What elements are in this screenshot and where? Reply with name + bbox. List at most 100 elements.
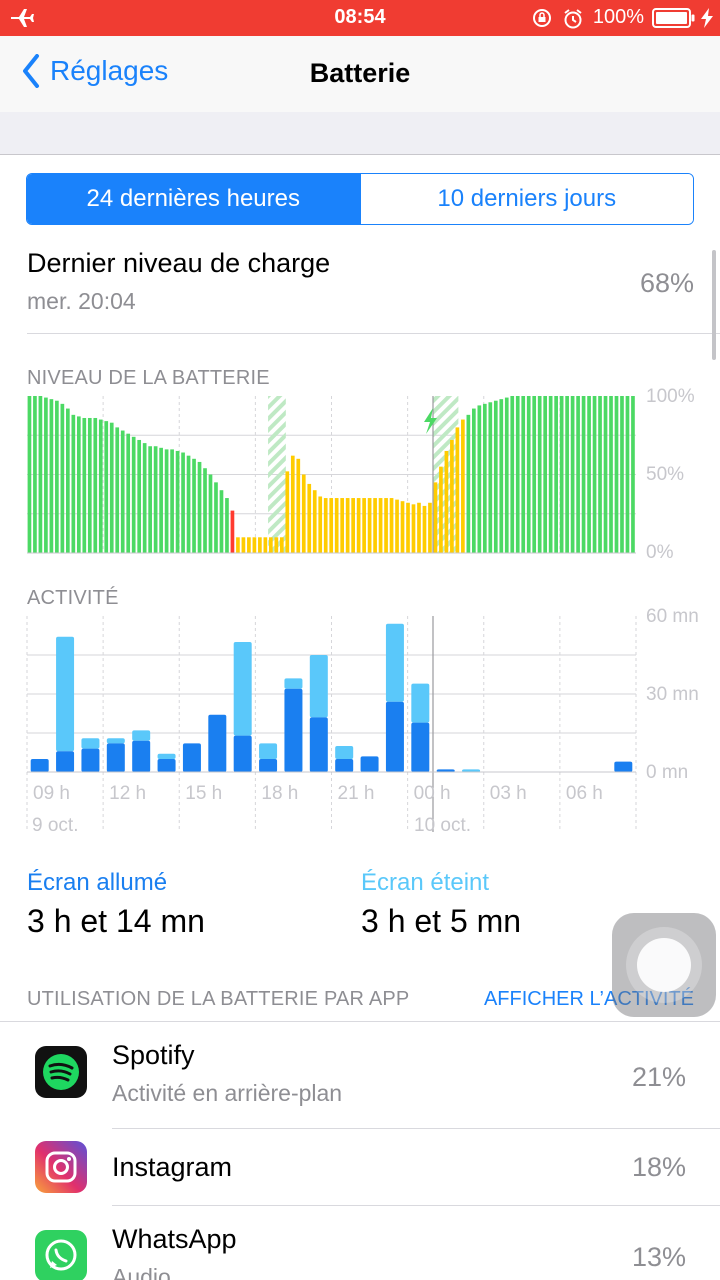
screen-on-value: 3 h et 14 mn bbox=[27, 903, 205, 939]
charging-bolt-icon bbox=[424, 408, 437, 434]
app-detail: Audio bbox=[112, 1264, 171, 1280]
charging-bolt-icon bbox=[701, 8, 713, 28]
battery-bar bbox=[131, 436, 136, 553]
battery-bar bbox=[395, 499, 399, 553]
activity-bar-screen-on bbox=[233, 735, 252, 772]
activity-bar-screen-off bbox=[309, 655, 328, 718]
activity-bar-screen-off bbox=[81, 738, 100, 749]
battery-bar bbox=[472, 408, 476, 553]
battery-bar bbox=[236, 537, 240, 553]
battery-bar bbox=[537, 396, 542, 553]
activity-xtick: 21 h bbox=[337, 783, 375, 804]
assistive-touch-button[interactable] bbox=[612, 913, 716, 1017]
battery-bar bbox=[87, 417, 92, 553]
activity-chart-title: ACTIVITÉ bbox=[27, 587, 119, 609]
app-percent: 13% bbox=[631, 1242, 686, 1272]
battery-bar bbox=[411, 504, 416, 553]
battery-bar bbox=[219, 490, 224, 553]
last-charge-date: mer. 20:04 bbox=[27, 288, 136, 314]
app-name: WhatsApp bbox=[112, 1224, 237, 1254]
battery-bar bbox=[477, 405, 482, 553]
airplane-icon bbox=[11, 9, 34, 27]
app-percent: 21% bbox=[631, 1062, 686, 1092]
battery-bar bbox=[439, 466, 443, 553]
period-segmented-control: 24 dernières heures 10 derniers jours bbox=[26, 173, 694, 225]
battery-bar bbox=[450, 439, 454, 553]
app-row-whatsapp[interactable]: WhatsApp Audio 13% bbox=[0, 1206, 720, 1280]
battery-bar bbox=[142, 443, 147, 553]
battery-bar bbox=[417, 502, 421, 553]
battery-bar bbox=[312, 490, 317, 553]
battery-bar bbox=[504, 397, 509, 553]
battery-bar bbox=[93, 417, 98, 553]
battery-bar bbox=[510, 396, 515, 553]
app-name: Spotify bbox=[112, 1040, 195, 1070]
battery-bar bbox=[49, 399, 54, 553]
battery-bar bbox=[554, 396, 558, 553]
battery-bar bbox=[433, 482, 438, 553]
battery-bar bbox=[455, 427, 460, 553]
battery-bar bbox=[285, 471, 290, 553]
battery-bar bbox=[318, 496, 323, 553]
battery-bar bbox=[120, 430, 125, 553]
activity-xtick: 12 h bbox=[109, 783, 147, 804]
battery-bar bbox=[532, 396, 537, 553]
page-title: Batterie bbox=[309, 58, 411, 88]
battery-bar bbox=[362, 498, 366, 553]
show-activity-button[interactable]: AFFICHER L’ACTIVITÉ bbox=[483, 988, 694, 1010]
battery-bar bbox=[334, 498, 339, 553]
app-name: Instagram bbox=[112, 1152, 233, 1182]
battery-bar bbox=[384, 498, 388, 553]
activity-bar-screen-on bbox=[106, 743, 125, 772]
app-row-instagram[interactable]: Instagram 18% bbox=[0, 1129, 720, 1205]
app-row-spotify[interactable]: Spotify Activité en arrière-plan 21% bbox=[0, 1022, 720, 1128]
app-detail: Activité en arrière-plan bbox=[112, 1080, 343, 1106]
battery-bar bbox=[614, 396, 619, 553]
battery-bar bbox=[279, 537, 284, 553]
segment-10-days[interactable]: 10 derniers jours bbox=[359, 174, 693, 224]
activity-xtick: 06 h bbox=[565, 783, 603, 804]
activity-bar-screen-on bbox=[259, 759, 278, 772]
battery-bar bbox=[444, 450, 449, 553]
battery-bar bbox=[329, 498, 334, 553]
segment-24-hours[interactable]: 24 dernières heures bbox=[27, 174, 360, 224]
section-spacer bbox=[0, 112, 720, 155]
battery-bar bbox=[400, 501, 405, 553]
battery-bar bbox=[76, 416, 81, 553]
scrollbar[interactable] bbox=[712, 250, 716, 360]
activity-ytick-30: 30 mn bbox=[646, 684, 699, 705]
battery-bar bbox=[170, 449, 174, 553]
battery-bar bbox=[620, 396, 624, 553]
orientation-lock-icon bbox=[533, 9, 551, 27]
battery-bar bbox=[104, 421, 109, 553]
battery-bar bbox=[252, 537, 257, 553]
battery-bar bbox=[488, 402, 493, 553]
battery-bar bbox=[581, 396, 586, 553]
battery-bar bbox=[367, 498, 372, 553]
battery-bar bbox=[66, 408, 70, 553]
activity-xtick: 09 h bbox=[33, 783, 70, 804]
activity-bar-screen-on bbox=[411, 722, 430, 772]
battery-ytick-100: 100% bbox=[646, 386, 695, 407]
battery-bar bbox=[197, 461, 202, 553]
activity-bar-screen-on bbox=[208, 714, 227, 772]
activity-bar-screen-off bbox=[56, 636, 75, 752]
alarm-icon bbox=[564, 9, 582, 29]
activity-bar-screen-off bbox=[284, 678, 303, 689]
back-button[interactable]: Réglages bbox=[22, 54, 168, 88]
activity-bar-screen-on bbox=[309, 717, 328, 772]
status-time: 08:54 bbox=[334, 6, 386, 28]
battery-bar bbox=[269, 537, 273, 553]
battery-bar bbox=[241, 537, 246, 553]
battery-bar bbox=[493, 400, 498, 553]
battery-bar bbox=[515, 396, 520, 553]
battery-bar bbox=[373, 498, 377, 553]
battery-bar bbox=[186, 455, 191, 553]
battery-bar bbox=[340, 498, 345, 553]
activity-bar-screen-on bbox=[284, 688, 303, 772]
activity-ytick-0: 0 mn bbox=[646, 762, 689, 783]
activity-chart bbox=[26, 616, 637, 832]
activity-bar-screen-on bbox=[81, 748, 100, 772]
divider bbox=[27, 333, 720, 334]
date-label-10-oct: 10 oct. bbox=[414, 815, 472, 836]
